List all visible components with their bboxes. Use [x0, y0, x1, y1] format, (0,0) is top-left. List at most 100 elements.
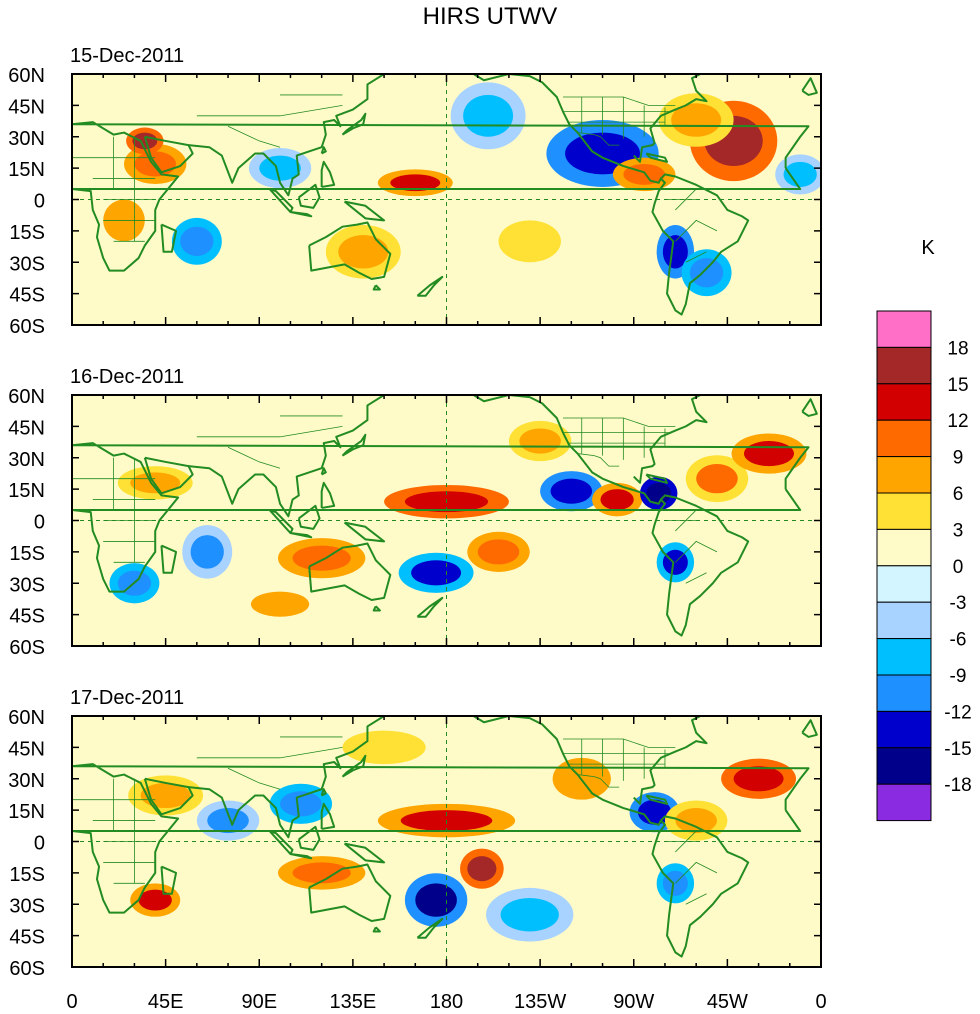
lat-label: 15N [8, 159, 45, 181]
panel-3-coastlines [72, 716, 818, 958]
coastline [416, 917, 444, 939]
anomaly-core [463, 94, 514, 137]
coastline [308, 863, 392, 922]
colorbar-swatch [876, 492, 932, 530]
coastline [416, 596, 444, 618]
coastline [341, 112, 367, 136]
anomaly-core [671, 103, 722, 137]
anomaly-core [259, 155, 301, 181]
colorbar-swatch [876, 383, 932, 421]
coastline [645, 794, 669, 805]
colorbar-label: 15 [947, 375, 968, 396]
coastline [320, 481, 336, 509]
panel-2: 16-Dec-2011 60N 45N 30N 15N 0 15S 30S 45S 60S [8, 366, 822, 659]
anomaly-core [132, 132, 158, 150]
lat-label: 60S [9, 958, 45, 980]
colorbar-label: 9 [953, 448, 964, 469]
figure-title: HIRS UTWV [423, 3, 558, 30]
lon-label: 0 [815, 991, 826, 1013]
coastline [72, 121, 810, 272]
panel-2-lon-ticks [71, 395, 822, 646]
panel-1-date: 15-Dec-2011 [70, 45, 184, 67]
panel-2-anomaly-blobs [109, 420, 807, 625]
anomaly-core [280, 791, 322, 817]
country-border [196, 425, 343, 438]
coastline [268, 509, 294, 535]
country-border [675, 219, 718, 242]
anomaly-core [500, 897, 559, 932]
coastline [343, 521, 386, 543]
lat-label: 60N [8, 386, 45, 408]
anomaly-core [646, 482, 672, 504]
coastline [801, 719, 818, 738]
lon-label: 90W [613, 991, 654, 1013]
coastline [268, 830, 294, 856]
lat-label: 15S [9, 222, 45, 244]
coastline [320, 788, 327, 797]
coastline [801, 398, 818, 417]
country-border [563, 738, 676, 748]
coastline [290, 211, 313, 218]
coastline [320, 160, 336, 188]
coastline [341, 754, 367, 778]
coastline [143, 135, 194, 174]
anomaly-core [783, 161, 817, 187]
anomaly-core [519, 428, 561, 454]
anomaly-core [467, 856, 497, 882]
coastline [320, 467, 327, 476]
lat-label: 15N [8, 801, 45, 823]
panel-3-lon-ticks [71, 716, 822, 967]
anomaly-core [744, 441, 794, 467]
coastline [297, 183, 321, 209]
country-border [563, 96, 676, 106]
lat-label: 15N [8, 480, 45, 502]
anomaly-core [689, 258, 724, 288]
lat-label: 60S [9, 637, 45, 659]
coastline [341, 433, 367, 457]
coastline [160, 865, 178, 895]
panel-1-lon-ticks [71, 74, 822, 325]
coastline [143, 777, 194, 816]
anomaly-core [411, 560, 462, 586]
country-border [675, 188, 697, 211]
coastline [633, 395, 708, 484]
colorbar-swatch [876, 528, 932, 567]
coastline [290, 853, 313, 860]
lat-label: 45N [8, 417, 45, 439]
coastline [297, 504, 321, 530]
country-border [563, 417, 676, 427]
anomaly-core [180, 226, 214, 256]
coastline [343, 200, 386, 222]
anomaly-core [342, 730, 426, 765]
colorbar [876, 310, 932, 822]
colorbar-unit: K [921, 237, 935, 259]
lon-label: 0 [66, 991, 77, 1013]
lat-label: 60N [8, 65, 45, 87]
panel-2-coastlines [72, 395, 818, 637]
colorbar-label: -3 [950, 593, 967, 614]
coastline [473, 74, 750, 316]
panel-2-field [72, 395, 821, 646]
colorbar-swatch [876, 674, 932, 712]
panel-2-lat-ticks: 60N 45N 30N 15N 0 15S 30S 45S 60S [8, 386, 821, 659]
coastline [416, 275, 444, 297]
country-border [196, 746, 343, 759]
colorbar-swatch [876, 710, 932, 749]
country-border [685, 893, 707, 905]
panel-3-lat-ticks: 60N 45N 30N 15N 0 15S 30S 45S 60S [8, 707, 821, 980]
country-border [227, 767, 281, 790]
lat-label: 30S [9, 895, 45, 917]
coastline [645, 152, 669, 163]
panel-3-field [72, 716, 821, 967]
country-border [685, 572, 707, 584]
country-border [577, 132, 620, 146]
lat-label: 30N [8, 770, 45, 792]
coastline [188, 395, 385, 518]
country-border [227, 125, 281, 148]
coastline [160, 544, 178, 574]
lat-label: 45S [9, 285, 45, 307]
coastline [801, 77, 818, 96]
coastline [320, 146, 327, 155]
country-border [227, 446, 281, 469]
